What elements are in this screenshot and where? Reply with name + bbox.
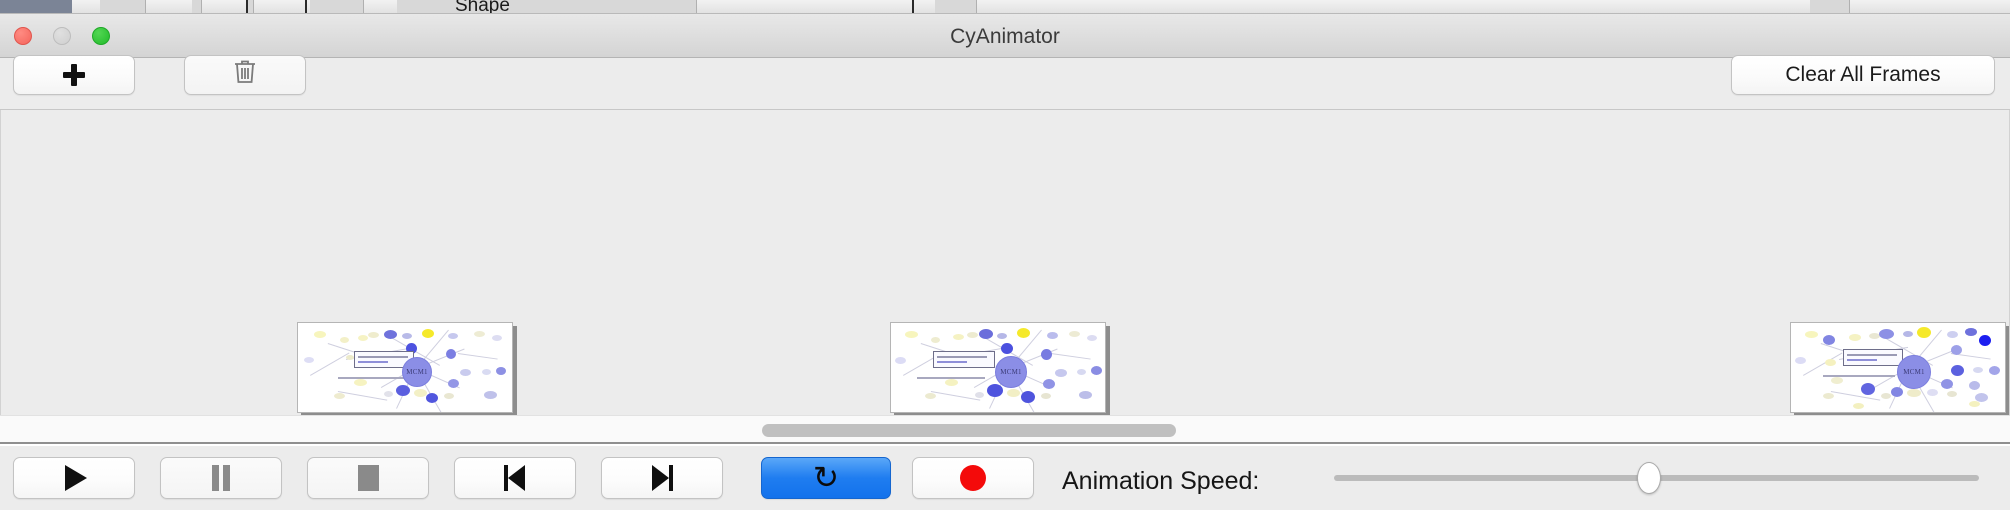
trash-icon (232, 58, 258, 92)
keyframe-thumbnail-2[interactable]: MCM1 (890, 322, 1106, 413)
horizontal-scrollbar-thumb[interactable] (762, 424, 1176, 437)
pause-icon (211, 465, 231, 491)
slider-thumb[interactable] (1637, 462, 1661, 494)
pause-button[interactable] (160, 457, 282, 499)
skip-back-icon (502, 465, 528, 491)
toolbar (0, 58, 2010, 110)
animation-speed-slider[interactable] (1334, 462, 1979, 494)
loop-icon: ↻ (813, 459, 839, 496)
network-thumbnail-graphic: MCM1 (298, 323, 512, 412)
stop-button[interactable] (307, 457, 429, 499)
hub-node-label: MCM1 (402, 357, 432, 387)
skip-back-button[interactable] (454, 457, 576, 499)
background-window-tick (246, 0, 248, 13)
background-window-chip (192, 0, 202, 13)
background-window-tick (912, 0, 914, 13)
hub-node-label: MCM1 (995, 356, 1027, 388)
background-window-sliver: Shape (0, 0, 2010, 14)
background-window-chip (310, 0, 364, 13)
title-bar: CyAnimator (0, 14, 2010, 58)
close-button[interactable] (14, 27, 32, 45)
window-title: CyAnimator (950, 25, 1060, 48)
background-window-label: Shape (455, 0, 510, 14)
add-frame-button[interactable] (13, 55, 135, 95)
delete-frame-button[interactable] (184, 55, 306, 95)
stop-icon (357, 465, 379, 491)
record-button[interactable] (912, 457, 1034, 499)
network-thumbnail-graphic: MCM1 (891, 323, 1105, 412)
horizontal-scrollbar[interactable] (0, 415, 2010, 444)
play-button[interactable] (13, 457, 135, 499)
background-window-chip (397, 0, 697, 13)
minimize-button[interactable] (53, 27, 71, 45)
loop-button[interactable]: ↻ (761, 457, 891, 499)
play-icon (65, 465, 87, 491)
hub-node-label: MCM1 (1897, 355, 1931, 389)
animation-speed-label: Animation Speed: (1062, 467, 1260, 495)
keyframe-thumbnail-1[interactable]: MCM1 (297, 322, 513, 413)
skip-forward-icon (649, 465, 675, 491)
background-window-chip (935, 0, 977, 13)
maximize-button[interactable] (92, 27, 110, 45)
record-icon (960, 465, 986, 491)
background-window-dark-chip (0, 0, 72, 13)
background-window-chip (246, 0, 254, 13)
playback-control-bar: ↻ Animation Speed: (0, 446, 2010, 510)
background-window-chip (1810, 0, 1850, 13)
background-window-chip (100, 0, 146, 13)
skip-forward-button[interactable] (601, 457, 723, 499)
background-window-tick (305, 0, 307, 13)
plus-icon (62, 63, 86, 87)
network-thumbnail-graphic: MCM1 (1791, 323, 2005, 412)
keyframe-thumbnail-3[interactable]: MCM1 (1790, 322, 2006, 413)
clear-all-frames-button[interactable]: Clear All Frames (1731, 55, 1995, 95)
timeline-panel[interactable]: MCM1 (0, 110, 2010, 415)
